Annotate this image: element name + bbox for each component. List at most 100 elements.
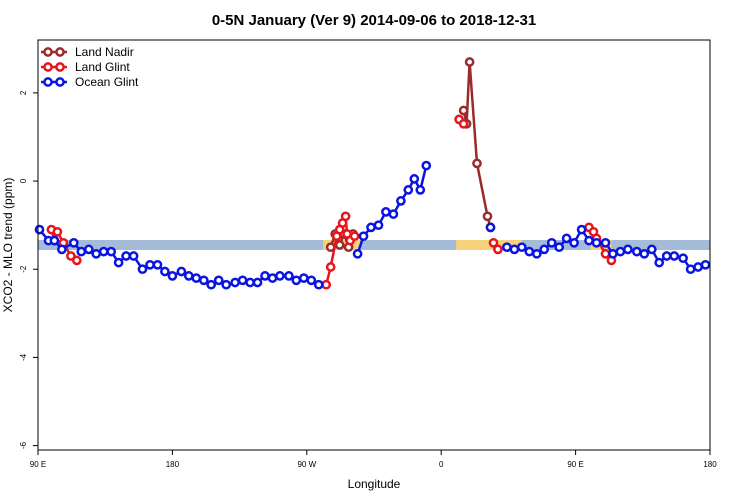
data-point	[678, 253, 688, 264]
data-point	[464, 57, 475, 67]
data-point	[409, 174, 420, 184]
data-point	[237, 275, 248, 286]
data-point	[71, 255, 82, 266]
data-point	[700, 259, 711, 270]
data-point	[66, 251, 76, 261]
data-point	[458, 105, 469, 116]
plot-area	[34, 57, 711, 290]
y-tick-label: -2	[19, 265, 28, 273]
legend-marker	[43, 77, 53, 87]
data-point	[167, 271, 178, 281]
legend-item: Ocean Glint	[41, 75, 139, 89]
data-point	[57, 244, 67, 255]
legend-marker	[43, 62, 53, 72]
data-point	[472, 158, 482, 169]
data-point	[260, 271, 270, 281]
data-point	[83, 244, 94, 255]
data-point	[661, 251, 672, 261]
chart-title: 0-5N January (Ver 9) 2014-09-06 to 2018-…	[212, 12, 536, 29]
series-land-glint	[46, 114, 617, 290]
data-point	[160, 266, 170, 277]
data-point	[403, 185, 414, 195]
data-point	[584, 235, 594, 246]
data-point	[388, 209, 399, 219]
data-point	[245, 277, 255, 288]
data-point	[615, 246, 626, 257]
data-point	[493, 244, 503, 255]
data-point	[396, 196, 406, 206]
data-point	[349, 231, 360, 242]
y-tick-label: 2	[19, 90, 28, 95]
data-point	[646, 244, 657, 255]
legend-label: Land Glint	[75, 60, 130, 74]
data-point	[334, 240, 345, 250]
data-point	[313, 279, 324, 290]
data-point	[569, 237, 579, 248]
data-point	[421, 160, 432, 171]
data-point	[98, 246, 109, 257]
data-point	[366, 222, 376, 233]
data-point	[113, 257, 124, 268]
data-point	[524, 246, 535, 257]
data-point	[623, 244, 633, 255]
legend-item: Land Glint	[41, 60, 130, 74]
data-point	[591, 237, 602, 248]
data-point	[482, 211, 493, 222]
x-axis: 90 E 180 90 W 0 90 E 180	[30, 450, 717, 469]
data-point	[485, 222, 496, 233]
data-point	[230, 277, 240, 288]
data-point	[669, 251, 680, 261]
data-point	[608, 248, 618, 259]
data-point	[321, 279, 332, 290]
data-point	[539, 244, 550, 255]
data-point	[352, 248, 363, 259]
legend-item: Land Nadir	[41, 45, 134, 59]
data-point	[76, 246, 87, 257]
data-point	[306, 275, 317, 286]
data-point	[176, 266, 187, 277]
data-point	[145, 259, 155, 270]
data-point	[121, 251, 131, 261]
data-point	[206, 279, 217, 290]
data-point	[91, 248, 102, 259]
data-point	[600, 248, 611, 259]
x-tick-label: 180	[166, 460, 180, 469]
x-axis-label: Longitude	[348, 477, 401, 491]
data-point	[49, 235, 60, 246]
x-tick-label: 90 E	[30, 460, 46, 469]
data-point	[561, 233, 572, 244]
series-ocean-glint	[34, 160, 711, 290]
data-point	[68, 237, 79, 248]
data-point	[373, 220, 384, 231]
y-axis-label: XCO2 - MLO trend (ppm)	[1, 178, 15, 313]
legend-label: Land Nadir	[75, 45, 134, 59]
data-point	[381, 207, 391, 217]
data-point	[415, 185, 426, 195]
data-point	[284, 271, 294, 281]
data-point	[106, 246, 117, 257]
plot-frame	[37, 39, 711, 451]
data-point	[685, 264, 696, 275]
data-point	[298, 273, 309, 283]
data-point	[631, 246, 642, 257]
data-point	[183, 271, 194, 281]
legend-marker	[55, 62, 65, 72]
data-point	[52, 226, 63, 237]
data-point	[325, 262, 336, 272]
data-point	[252, 277, 263, 288]
data-point	[221, 279, 232, 290]
legend-label: Ocean Glint	[75, 75, 139, 89]
y-tick-label: -4	[19, 353, 28, 361]
data-point	[502, 242, 512, 253]
data-point	[693, 262, 703, 272]
y-tick-label: -6	[19, 441, 28, 449]
data-point	[191, 273, 202, 283]
data-point	[531, 248, 542, 259]
x-tick-label: 90 W	[297, 460, 316, 469]
y-tick-label: 0	[19, 178, 28, 183]
series-land-nadir	[325, 57, 496, 253]
legend-marker	[43, 47, 53, 57]
data-point	[267, 273, 278, 283]
